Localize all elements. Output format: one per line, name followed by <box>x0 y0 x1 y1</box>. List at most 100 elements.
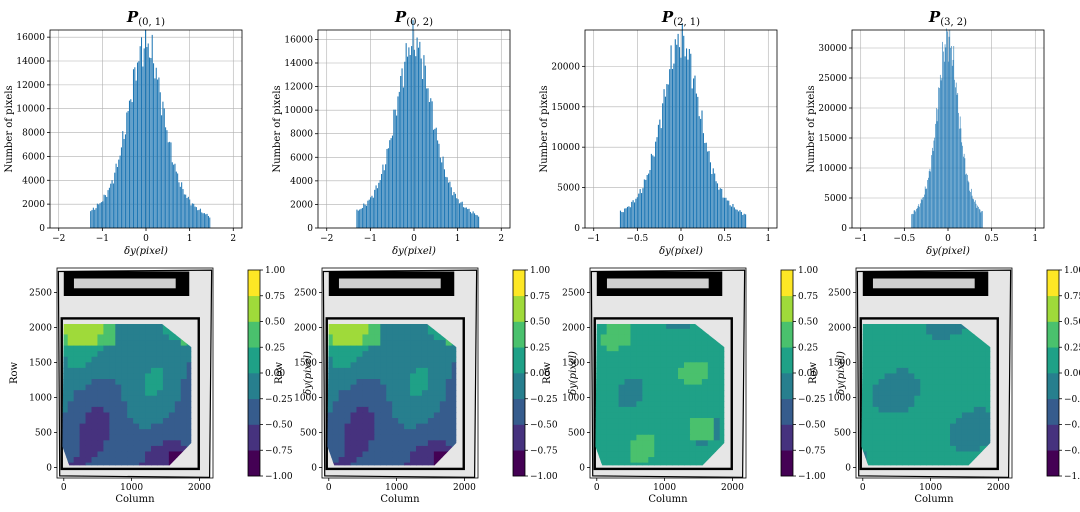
contour-cell <box>707 423 715 430</box>
contour-cell <box>404 367 411 375</box>
contour-cell <box>973 445 981 453</box>
contour-cell <box>79 395 87 402</box>
contour-cell <box>636 429 643 436</box>
contour-cell <box>416 434 423 441</box>
contour-cell <box>127 406 134 414</box>
contour-cell <box>404 384 411 391</box>
contour-cell <box>115 423 122 430</box>
histogram-bar <box>412 20 414 228</box>
contour-cell <box>961 406 969 414</box>
contour-cell <box>973 379 981 386</box>
contour-cell <box>404 423 411 430</box>
contour-cell <box>344 367 352 375</box>
contour-cell <box>338 390 346 397</box>
contour-cell <box>338 384 346 391</box>
contour-cell <box>115 345 122 352</box>
colorbar-tick-label: 0.75 <box>798 292 818 302</box>
histogram-bar <box>701 110 703 228</box>
contour-cell <box>350 429 358 436</box>
x-tick-label: 0.5 <box>984 234 999 244</box>
contour-cell <box>955 401 963 408</box>
contour-cell <box>985 373 991 380</box>
contour-cell <box>180 351 188 358</box>
histogram-bar <box>151 34 153 228</box>
contour-cell <box>62 401 69 408</box>
contour-cell <box>374 356 381 363</box>
contour-cell <box>926 328 933 336</box>
contour-cell <box>97 384 104 391</box>
histogram-bar <box>681 23 683 228</box>
contour-cell <box>689 390 697 397</box>
contour-cell <box>439 362 447 369</box>
contour-cell <box>973 412 981 419</box>
contour-cell <box>672 440 679 447</box>
contour-cell <box>642 440 649 447</box>
contour-cell <box>612 340 620 347</box>
contour-cell <box>386 390 393 397</box>
contour-cell <box>695 429 703 436</box>
histogram-bar <box>941 78 943 228</box>
contour-cell <box>85 373 93 380</box>
contour-cell <box>410 445 417 453</box>
contour-cell <box>338 423 346 430</box>
contour-cell <box>85 379 93 386</box>
contour-cell <box>908 445 915 453</box>
contour-cell <box>618 379 626 386</box>
contour-cell <box>884 324 892 330</box>
contour-cell <box>374 451 381 458</box>
contour-cell <box>950 451 957 458</box>
contour-cell <box>961 429 969 436</box>
contour-cell <box>896 406 903 414</box>
x-axis-label: δy(pixel) <box>926 246 970 257</box>
contour-cell <box>612 406 620 414</box>
contour-cell <box>344 334 352 341</box>
contour-cell <box>624 356 632 363</box>
contour-cell <box>595 440 602 447</box>
histogram-bar <box>725 197 727 228</box>
contour-cell <box>151 406 158 414</box>
contour-cell <box>967 401 975 408</box>
contour-cell <box>672 373 679 380</box>
contour-cell <box>695 345 703 352</box>
contour-cell <box>600 412 608 419</box>
contour-cell <box>908 328 915 336</box>
contour-cell <box>920 429 927 436</box>
contour-cell <box>648 451 655 458</box>
contour-cell <box>896 384 903 391</box>
contour-cell <box>103 367 110 375</box>
contour-cell <box>618 367 626 375</box>
contour-cell <box>902 334 909 341</box>
histogram-bar <box>723 197 726 228</box>
contour-cell <box>91 462 99 466</box>
contour-cell <box>707 362 715 369</box>
x-tick-label: −0.5 <box>893 234 915 244</box>
contour-cell <box>386 451 393 458</box>
histogram-bar <box>656 137 658 228</box>
contour-cell <box>445 395 453 402</box>
contour-cell <box>156 401 164 408</box>
contour-cell <box>861 367 868 375</box>
histogram-bar <box>457 199 459 228</box>
contour-cell <box>327 401 334 408</box>
contour-cell <box>151 440 158 447</box>
histogram-bar <box>126 112 128 228</box>
contour-cell <box>97 434 104 441</box>
contour-cell <box>115 328 122 336</box>
contour-cell <box>73 390 81 397</box>
histogram-bar <box>928 177 929 228</box>
colorbar-label: δy(pixel) <box>836 351 847 395</box>
contour-cell <box>103 412 110 419</box>
contour-cell <box>85 462 93 466</box>
colorbar-segment <box>781 373 793 400</box>
contour-cell <box>427 395 435 402</box>
contour-cell <box>139 395 146 402</box>
contour-cell <box>79 384 87 391</box>
contour-cell <box>392 351 399 358</box>
contour-cell <box>666 356 673 363</box>
contour-cell <box>678 429 685 436</box>
x-tick-label: −0.5 <box>626 234 648 244</box>
contour-cell <box>612 401 620 408</box>
contour-cell <box>595 418 602 425</box>
histogram-bar <box>939 74 941 229</box>
contour-cell <box>451 401 457 408</box>
